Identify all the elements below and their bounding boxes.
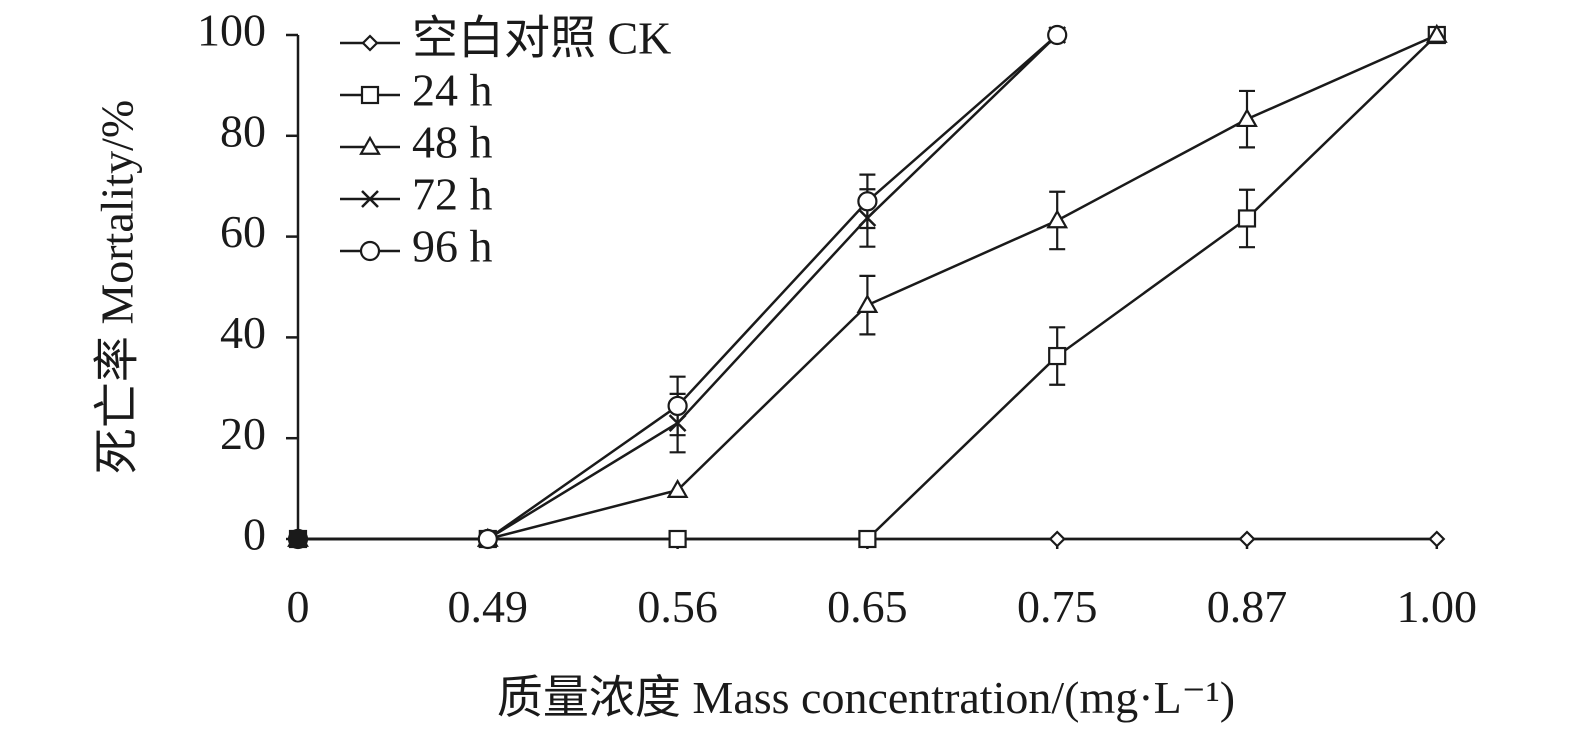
series-4 <box>287 24 1068 550</box>
legend-label: 24 h <box>412 65 493 116</box>
legend-label: 72 h <box>412 169 493 220</box>
series-layer <box>287 23 1448 550</box>
data-point <box>667 395 688 417</box>
legend-item: 48 h <box>340 117 493 168</box>
x-tick-label: 0.56 <box>637 581 718 632</box>
legend-marker <box>359 240 381 262</box>
legend-label: 96 h <box>412 221 493 272</box>
legend-item: 24 h <box>340 65 493 116</box>
x-tick-label: 0 <box>287 581 310 632</box>
legend-label: 空白对照 CK <box>412 13 671 64</box>
data-point <box>857 191 878 212</box>
y-axis-title: 死亡率 Mortality/% <box>92 100 143 474</box>
data-point <box>856 293 879 313</box>
data-point <box>1237 209 1257 228</box>
data-point <box>1238 530 1256 548</box>
data-point <box>1428 530 1446 548</box>
legend-item: 96 h <box>340 221 493 272</box>
x-tick-label: 1.00 <box>1397 581 1478 632</box>
data-point <box>666 478 689 498</box>
legend-label: 48 h <box>412 117 493 168</box>
y-tick-label: 40 <box>220 307 266 358</box>
legend-item: 72 h <box>340 169 493 220</box>
y-ticks: 0 20 40 60 80 100 <box>197 5 298 560</box>
x-tick-label: 0.87 <box>1207 581 1288 632</box>
y-tick-label: 20 <box>220 408 266 459</box>
data-point <box>1048 346 1067 366</box>
x-axis-title: 质量浓度 Mass concentration/(mg·L⁻¹) <box>497 672 1235 723</box>
data-point <box>1046 209 1069 229</box>
legend-marker <box>361 34 379 52</box>
x-tick-label: 0.49 <box>448 581 529 632</box>
data-point <box>1236 107 1258 128</box>
series-3 <box>289 26 1067 548</box>
y-tick-label: 0 <box>243 509 266 560</box>
x-ticks: 0 0.49 0.56 0.65 0.75 0.87 1.00 <box>287 539 1478 632</box>
y-tick-label: 80 <box>220 105 266 156</box>
y-tick-label: 60 <box>220 206 266 257</box>
origin-point <box>290 531 306 547</box>
data-point <box>1048 530 1066 548</box>
data-point <box>1425 23 1448 43</box>
legend-marker <box>359 135 381 155</box>
legend-marker <box>361 190 379 208</box>
data-point <box>858 529 877 549</box>
x-tick-label: 0.65 <box>827 581 908 632</box>
legend-marker <box>360 85 380 105</box>
data-point <box>477 528 498 550</box>
data-point <box>668 529 687 549</box>
data-point <box>1047 24 1068 46</box>
x-tick-label: 0.75 <box>1017 581 1098 632</box>
y-tick-label: 100 <box>197 5 266 56</box>
legend-item: 空白对照 CK <box>340 13 671 64</box>
